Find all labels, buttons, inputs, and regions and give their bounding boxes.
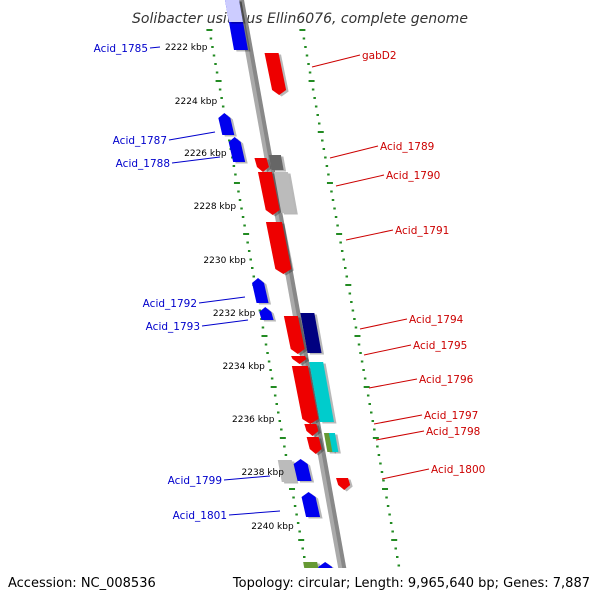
- gene-block-acid-1791: [265, 222, 292, 274]
- leader-line: [345, 229, 394, 241]
- gene-block-acid-1793: [259, 307, 274, 320]
- axis-line: [240, 0, 352, 600]
- gene-block-acid-1790: [273, 172, 296, 213]
- gene-block: [254, 158, 269, 172]
- leader-line: [375, 430, 425, 441]
- gene-label-minus: Acid_1799: [168, 475, 222, 487]
- kbp-label: 2222 kbp: [165, 43, 208, 53]
- gene-label-minus: Acid_1801: [173, 510, 227, 522]
- gene-label-plus: Acid_1794: [409, 314, 464, 326]
- topology-text: Topology: circular; Length: 9,965,640 bp…: [232, 576, 590, 591]
- leader-line: [201, 319, 249, 327]
- kbp-label: 2230 kbp: [203, 256, 246, 266]
- leader-line: [373, 414, 423, 425]
- map-title: Solibacter usitatus Ellin6076, complete …: [132, 11, 468, 27]
- gene-block: [225, 0, 243, 22]
- gene-block: [293, 459, 312, 481]
- gene-block-acid-1797: [304, 424, 319, 436]
- gene-label-plus: Acid_1789: [380, 141, 434, 153]
- gene-label-minus: Acid_1793: [146, 321, 200, 333]
- leader-line: [363, 344, 412, 356]
- leader-line: [223, 475, 271, 481]
- gene-label-minus: Acid_1785: [94, 43, 148, 55]
- gene-block-acid-1795: [291, 356, 307, 364]
- gene-label-minus: Acid_1792: [143, 298, 197, 310]
- gene-block-acid-1787: [218, 113, 235, 135]
- leader-line: [381, 468, 430, 480]
- leader-line: [368, 378, 418, 389]
- axis-shadow: [236, 0, 350, 600]
- kbp-label: 2238 kbp: [242, 468, 285, 478]
- gene-block-acid-1801: [301, 492, 321, 517]
- kbp-label: 2224 kbp: [175, 97, 218, 107]
- gene-label-plus: gabD2: [362, 50, 397, 62]
- leader-line: [335, 174, 385, 187]
- gene-label-plus: Acid_1800: [431, 464, 485, 476]
- gene-block-gabd2: [264, 53, 287, 95]
- kbp-label: 2228 kbp: [194, 202, 237, 212]
- gene-block-acid-1799: [277, 460, 296, 482]
- gene-label-plus: Acid_1795: [413, 340, 467, 352]
- gene-block-acid-1792: [252, 278, 269, 303]
- gene-label-minus: Acid_1788: [116, 158, 170, 170]
- gene-block-acid-1794: [300, 313, 322, 353]
- gene-labels: gabD2 Acid_1789 Acid_1790 Acid_1791 Acid_179…: [94, 43, 486, 585]
- gene-block-acid-1800: [336, 478, 351, 490]
- kbp-scale: 2222 kbp 2224 kbp 2226 kbp 2228 kbp 2230 kbp…: [165, 43, 303, 585]
- gene-label-plus: Acid_1791: [395, 225, 449, 237]
- accession-text: Accession: NC_008536: [8, 576, 156, 591]
- leader-line: [149, 46, 161, 49]
- kbp-label: 2236 kbp: [232, 415, 275, 425]
- gene-block: [309, 362, 334, 422]
- leader-line: [228, 510, 281, 516]
- leader-line: [329, 145, 379, 159]
- gene-block-acid-1798: [306, 437, 322, 454]
- gene-block-acid-1796: [291, 366, 319, 424]
- gene-block: [283, 316, 305, 354]
- gene-block-acid-1788: [228, 137, 246, 162]
- leader-line: [311, 54, 361, 68]
- genome-axis: [236, 0, 352, 600]
- gene-label-plus: Acid_1790: [386, 170, 440, 182]
- gene-block: [323, 433, 334, 452]
- kbp-label: 2226 kbp: [184, 149, 227, 159]
- leader-line: [168, 131, 216, 141]
- gene-features: [218, 0, 353, 600]
- gene-block: [257, 172, 280, 215]
- gene-block: [328, 433, 339, 452]
- leader-line: [198, 296, 246, 304]
- kbp-label: 2234 kbp: [222, 362, 265, 372]
- gene-label-plus: Acid_1798: [426, 426, 480, 438]
- gene-label-plus: Acid_1796: [419, 374, 474, 386]
- leader-line: [171, 156, 221, 164]
- footer-background: [0, 568, 600, 600]
- kbp-label: 2240 kbp: [251, 522, 294, 532]
- leader-line: [359, 318, 408, 330]
- gene-block-acid-1789: [268, 155, 284, 170]
- gene-label-plus: Acid_1797: [424, 410, 478, 422]
- kbp-label: 2232 kbp: [213, 309, 256, 319]
- gene-label-minus: Acid_1787: [113, 135, 167, 147]
